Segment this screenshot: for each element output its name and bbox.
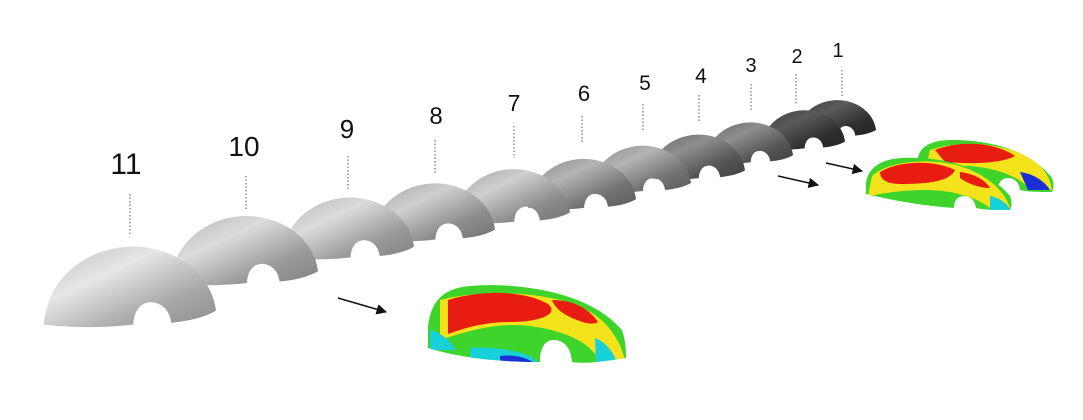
shell-label-10: 10 bbox=[228, 131, 259, 162]
shell-label-11: 11 bbox=[110, 148, 141, 181]
shell-7: 7 bbox=[454, 90, 570, 224]
shell-8: 8 bbox=[371, 103, 495, 242]
shell-label-5: 5 bbox=[639, 72, 651, 95]
shell-9: 9 bbox=[282, 114, 414, 260]
shell-5: 5 bbox=[591, 72, 691, 193]
shell-2: 2 bbox=[761, 46, 845, 150]
shell-label-1: 1 bbox=[832, 40, 843, 62]
shell-label-9: 9 bbox=[340, 114, 354, 144]
shell-label-4: 4 bbox=[695, 65, 707, 88]
shell-10: 10 bbox=[170, 131, 318, 286]
shell-3: 3 bbox=[705, 55, 793, 164]
arrow-to-contour-large bbox=[337, 297, 388, 315]
shell-label-7: 7 bbox=[508, 90, 521, 116]
shell-label-6: 6 bbox=[578, 81, 590, 106]
contour-shell-large bbox=[428, 285, 626, 363]
shell-label-3: 3 bbox=[745, 55, 756, 77]
shell-4: 4 bbox=[649, 65, 745, 180]
shell-label-2: 2 bbox=[791, 46, 802, 68]
shell-label-8: 8 bbox=[429, 103, 442, 130]
shell-11: 11 bbox=[44, 148, 216, 328]
arrow-to-contour-small-b bbox=[825, 162, 864, 175]
arrow-to-contour-small-a bbox=[777, 175, 820, 189]
shell-1: 1 bbox=[796, 40, 876, 138]
shell-6: 6 bbox=[528, 81, 636, 210]
